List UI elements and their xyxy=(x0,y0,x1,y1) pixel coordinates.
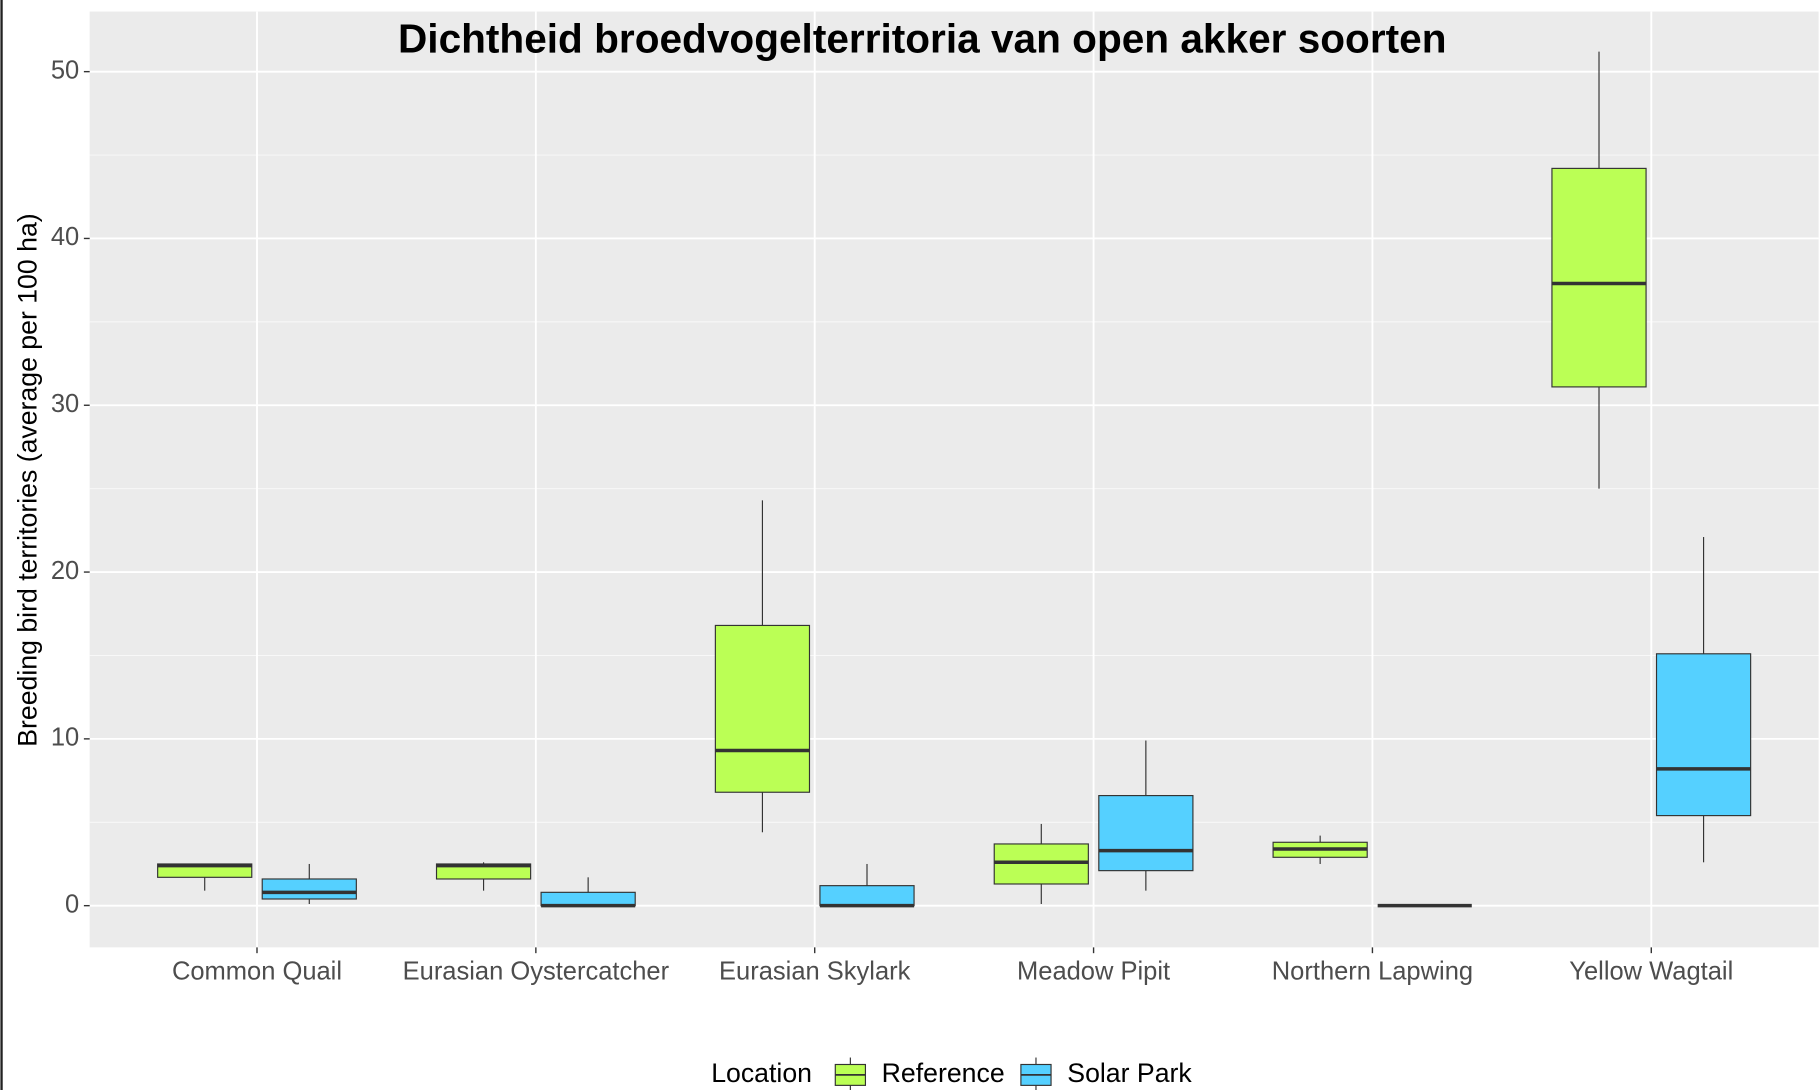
y-tick-label: 0 xyxy=(65,890,79,918)
panel xyxy=(89,11,1819,948)
box xyxy=(261,878,357,900)
grid xyxy=(89,11,1819,948)
marks xyxy=(157,51,1752,908)
box xyxy=(1098,794,1194,872)
box xyxy=(714,624,811,793)
legend-title: Location xyxy=(711,1058,812,1088)
legend-label: Solar Park xyxy=(1067,1058,1192,1088)
x-tick-label: Eurasian Oystercatcher xyxy=(403,958,670,986)
y-tick-label: 50 xyxy=(51,56,79,84)
y-tick-label: 20 xyxy=(51,557,79,585)
y-axis-label: Breeding bird territories (average per 1… xyxy=(12,213,42,746)
legend-label: Reference xyxy=(882,1058,1005,1088)
box xyxy=(1551,167,1647,388)
x-tick-label: Yellow Wagtail xyxy=(1569,958,1733,986)
box xyxy=(540,891,636,907)
x-tick-label: Eurasian Skylark xyxy=(719,958,911,986)
y-tick-label: 30 xyxy=(51,390,79,418)
y-tick-label: 40 xyxy=(51,223,79,251)
x-tick-label: Northern Lapwing xyxy=(1272,958,1473,986)
x-tick-label: Meadow Pipit xyxy=(1017,958,1170,986)
chart-title: Dichtheid broedvogelterritoria van open … xyxy=(398,15,1447,61)
box xyxy=(819,885,915,907)
left-border xyxy=(0,0,3,1090)
y-tick-label: 10 xyxy=(51,724,79,752)
x-tick-label: Common Quail xyxy=(172,958,342,986)
box xyxy=(1655,653,1752,817)
